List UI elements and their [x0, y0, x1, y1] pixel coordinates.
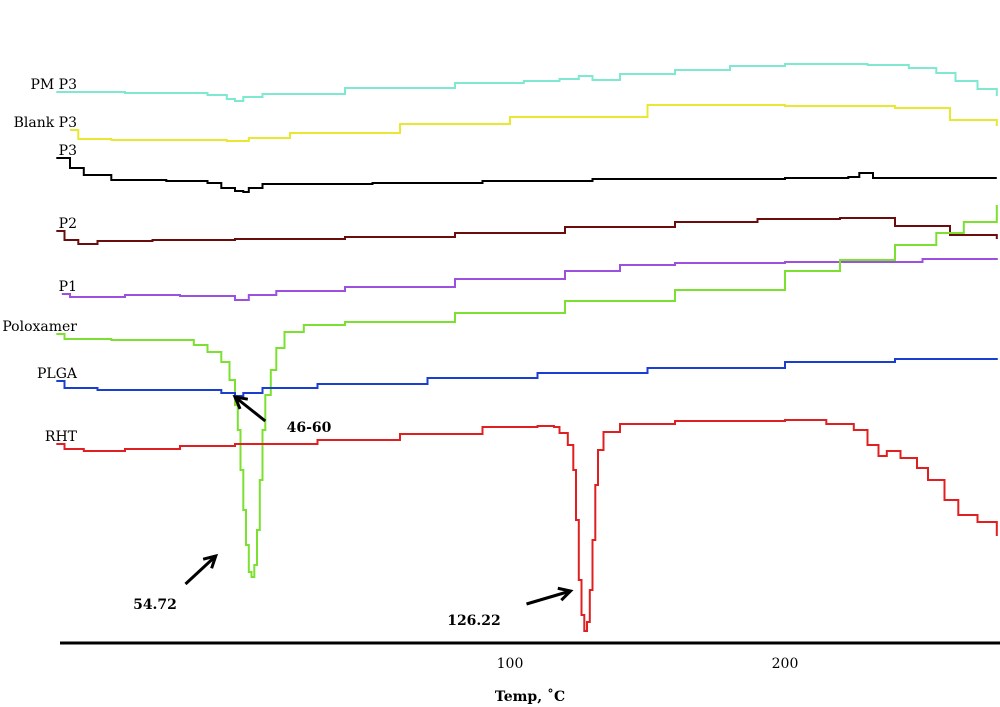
annotation-label: 46-60: [287, 420, 332, 436]
series-line-poloxamer: [56, 205, 998, 578]
series-label-p2: P2: [59, 216, 77, 232]
series-line-rht: [56, 419, 998, 632]
series-line-p1: [61, 258, 998, 301]
series-label-plga: PLGA: [37, 366, 78, 382]
annotation-arrow-shaft: [526, 589, 571, 606]
x-tick-label: 100: [497, 656, 524, 672]
series-label-poloxamer: Poloxamer: [2, 319, 77, 335]
annotation-arrow-shaft: [184, 554, 217, 586]
annotation-label: 54.72: [133, 597, 177, 613]
annotation-label: 126.22: [447, 613, 501, 629]
series-line-p3: [56, 157, 997, 193]
series-labels: PM P3 Blank P3 P3 P2 P1 Poloxamer PLGA RHT: [2, 77, 78, 445]
annotation-arrow-head: [557, 586, 574, 602]
x-axis-ticks: 100 200: [497, 656, 799, 672]
series-label-p1: P1: [59, 279, 77, 295]
series-line-plga: [56, 358, 998, 397]
annotation-arrow-shaft: [234, 395, 267, 423]
annotations: 54.72 126.22 46-60: [133, 395, 574, 629]
series-label-rht: RHT: [45, 429, 78, 445]
x-tick-label: 200: [772, 656, 799, 672]
series-line-p2: [56, 217, 998, 245]
x-axis-title: Temp, ˚C: [495, 688, 565, 705]
series-line-pm-p3: [56, 63, 998, 102]
series-label-pm-p3: PM P3: [30, 77, 77, 93]
series-label-blank-p3: Blank P3: [14, 115, 77, 131]
annotation-arrow-head: [232, 395, 249, 410]
series-label-p3: P3: [59, 143, 77, 159]
series-line-blank-p3: [70, 104, 998, 142]
annotation-arrow-head: [202, 553, 219, 569]
series-group: [56, 63, 998, 632]
